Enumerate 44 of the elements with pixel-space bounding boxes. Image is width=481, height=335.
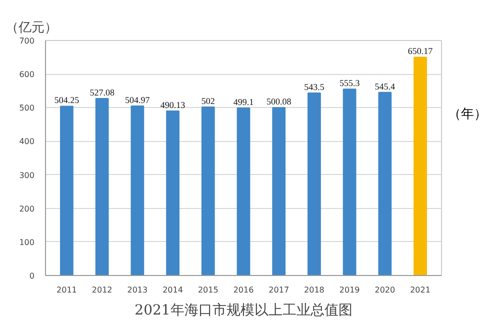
x-axis-title: （年） — [448, 106, 481, 124]
y-tick-label: 200 — [19, 204, 35, 214]
bar — [201, 106, 215, 276]
x-tick-label: 2015 — [198, 286, 218, 294]
bar — [60, 106, 74, 276]
x-tick-label: 2016 — [233, 286, 254, 294]
data-label: 545.4 — [374, 81, 396, 92]
bar — [236, 107, 250, 276]
y-tick-label: 600 — [19, 70, 35, 80]
y-tick-label: 700 — [19, 36, 35, 46]
x-tick-label: 2020 — [374, 286, 396, 294]
bar — [130, 105, 144, 276]
data-label: 555.3 — [339, 78, 360, 88]
data-label: 504.25 — [54, 95, 80, 106]
x-tick-label: 2011 — [56, 286, 77, 294]
y-tick-label: 500 — [19, 104, 35, 113]
y-tick-label: 300 — [19, 170, 35, 180]
bar — [414, 56, 427, 276]
x-tick-label: 2021 — [410, 286, 430, 294]
bar — [272, 107, 286, 276]
bar — [308, 92, 321, 276]
text: 2021年海口市规模以上工业总值图 — [134, 302, 352, 318]
x-tick-label: 2014 — [162, 286, 183, 294]
data-label: 543.5 — [304, 82, 325, 92]
bar — [166, 110, 180, 276]
x-tick-label: 2019 — [339, 286, 360, 294]
bar — [95, 98, 109, 276]
data-label: 504.97 — [125, 94, 150, 105]
data-label: 527.08 — [90, 88, 115, 98]
data-label: 490.13 — [160, 100, 186, 110]
y-tick-label: 100 — [19, 238, 35, 247]
data-label: 502 — [201, 96, 215, 106]
data-label: 499.1 — [233, 96, 254, 107]
x-tick-label: 2017 — [268, 286, 290, 294]
y-tick-label: 400 — [19, 137, 35, 146]
y-tick-label: 0 — [29, 272, 35, 280]
y-axis-title: （亿元） — [6, 20, 58, 36]
data-label: 500.08 — [266, 96, 292, 107]
x-tick-label: 2013 — [127, 286, 148, 294]
bar — [378, 92, 392, 276]
x-tick-label: 2018 — [304, 286, 324, 294]
data-label: 650.17 — [408, 46, 434, 56]
x-tick-label: 2012 — [92, 286, 112, 294]
bar — [342, 88, 356, 276]
